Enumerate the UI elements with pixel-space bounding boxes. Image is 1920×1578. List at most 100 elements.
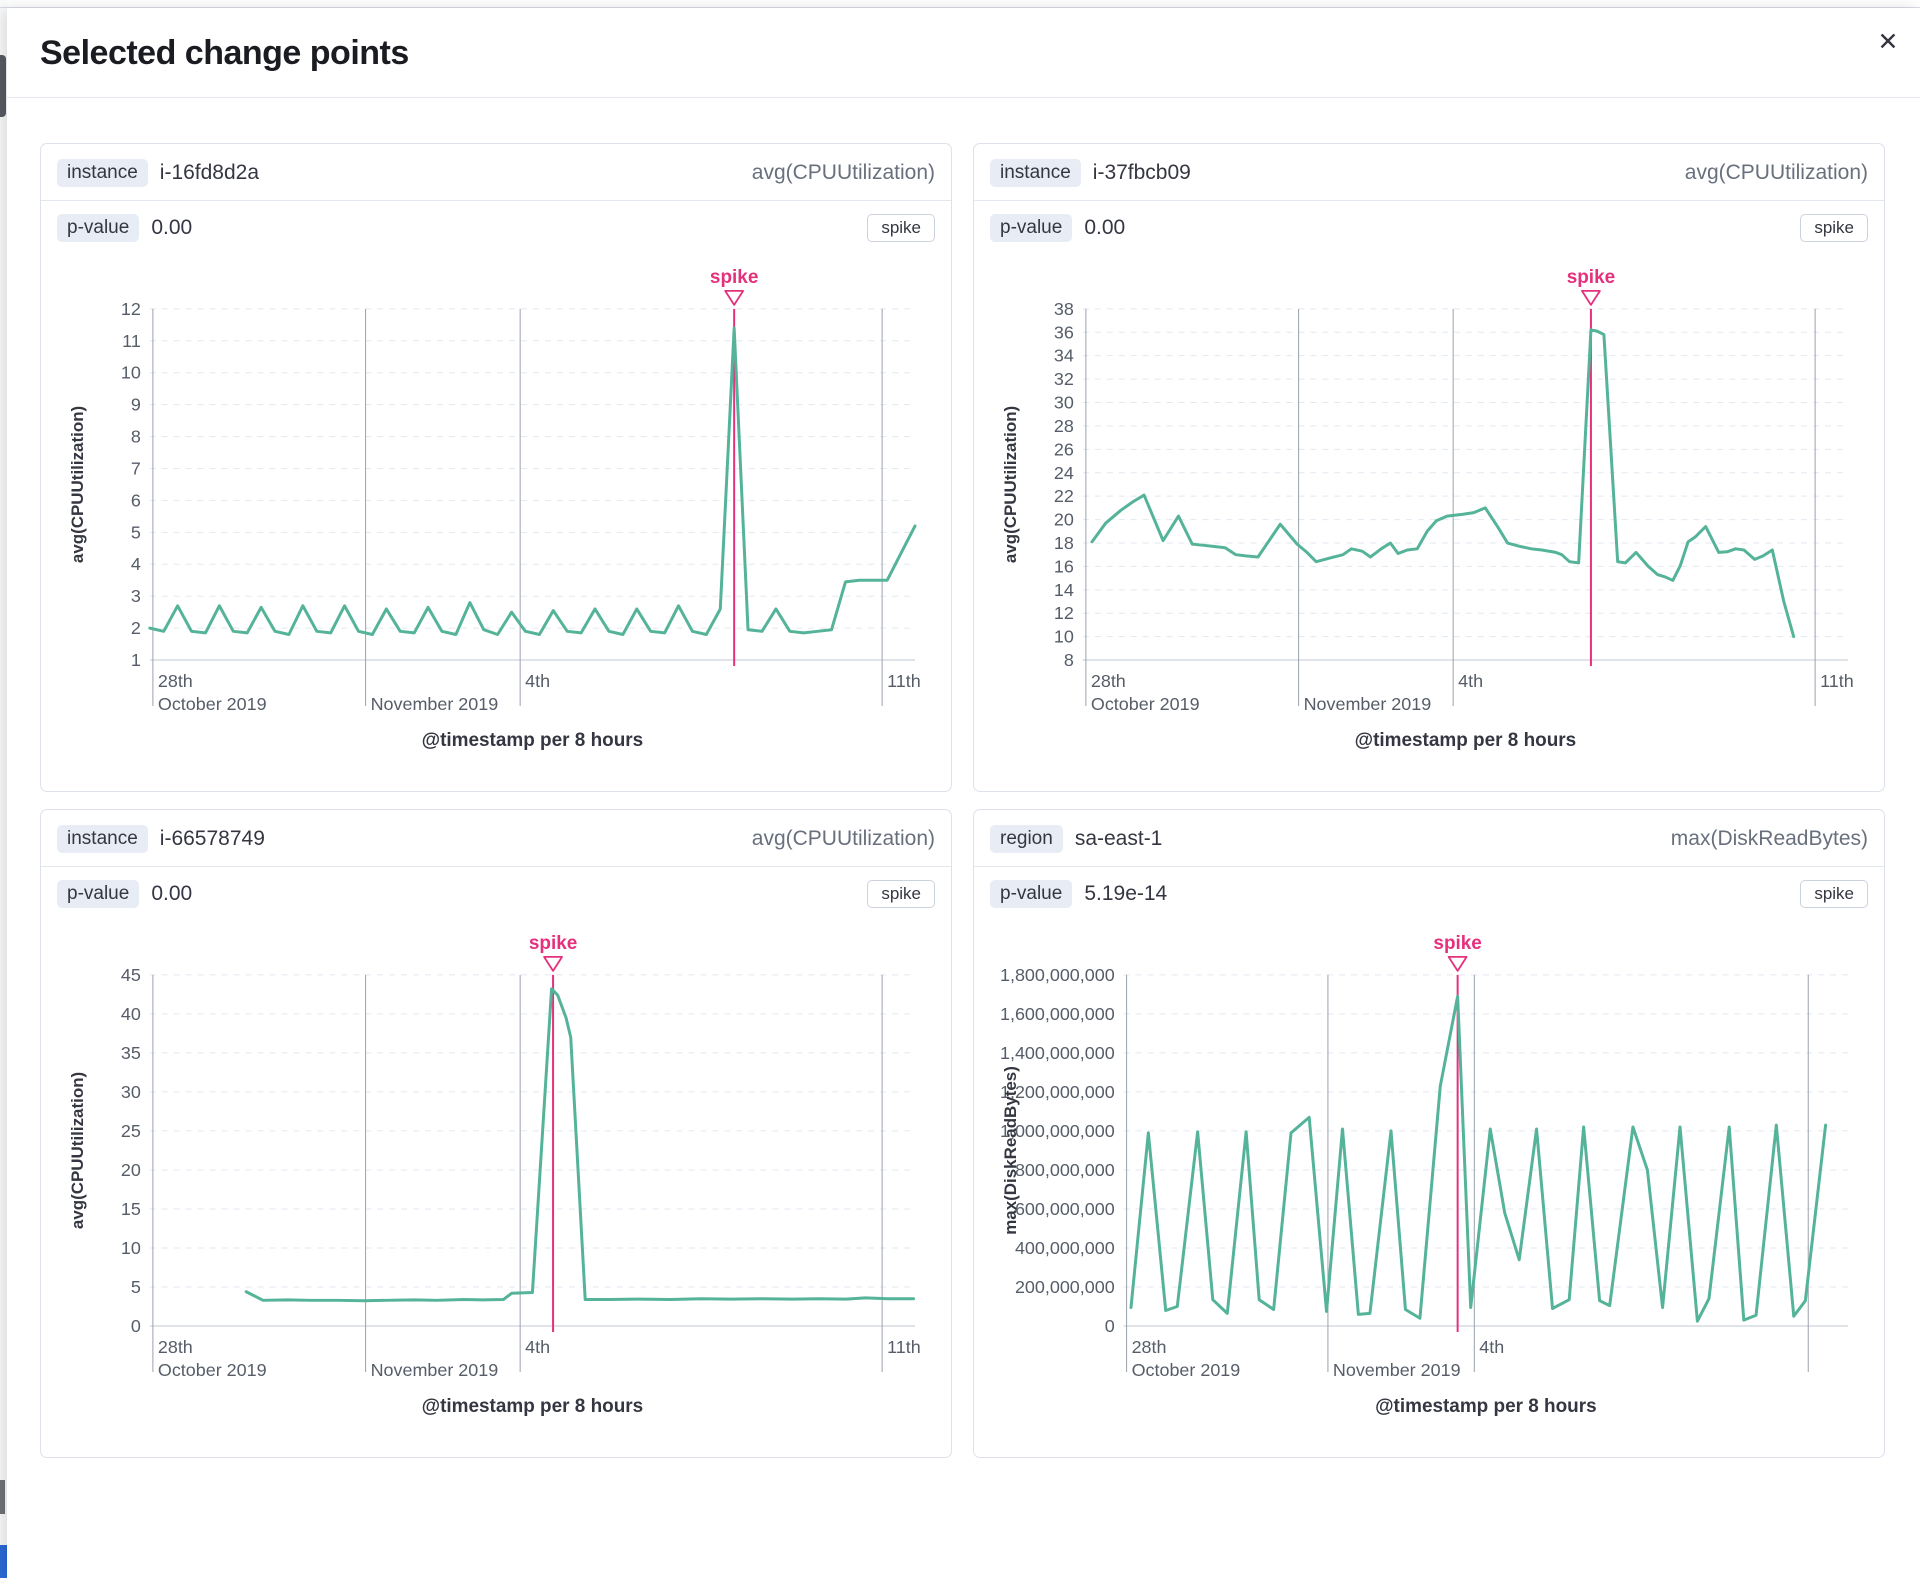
svg-text:4th: 4th [1479,1337,1504,1357]
svg-text:avg(CPUUtilization): avg(CPUUtilization) [68,1072,87,1229]
svg-text:12: 12 [121,299,141,319]
svg-text:26: 26 [1054,439,1074,459]
p-value: 5.19e-14 [1084,882,1168,905]
change-points-grid: instance i-16fd8d2a avg(CPUUtilization) … [7,98,1920,1458]
svg-text:45: 45 [121,965,141,985]
metric-label: avg(CPUUtilization) [1684,161,1868,184]
svg-text:600,000,000: 600,000,000 [1015,1199,1115,1219]
svg-text:November 2019: November 2019 [371,694,499,714]
svg-text:1,800,000,000: 1,800,000,000 [1000,965,1115,985]
svg-text:10: 10 [1054,627,1074,647]
svg-text:28th: 28th [1132,1337,1167,1357]
svg-text:30: 30 [121,1082,141,1102]
change-points-flyout: ✕ Selected change points instance i-16fd… [7,8,1920,1578]
svg-text:11th: 11th [887,671,921,691]
underlay-segment [0,55,6,117]
svg-text:10: 10 [121,363,141,383]
svg-text:0: 0 [131,1316,141,1336]
svg-text:4th: 4th [1458,671,1483,691]
svg-text:@timestamp per 8 hours: @timestamp per 8 hours [1355,730,1577,751]
svg-text:20: 20 [1054,510,1074,530]
field-name-badge: instance [57,159,148,187]
change-point-chart[interactable]: 1 2 3 4 5 6 7 8 9 10 11 12 28th October 2019 November … [41,245,951,766]
svg-text:November 2019: November 2019 [1333,1360,1461,1380]
svg-text:November 2019: November 2019 [1304,694,1432,714]
svg-text:34: 34 [1054,346,1074,366]
svg-text:1,400,000,000: 1,400,000,000 [1000,1043,1115,1063]
svg-text:3: 3 [131,586,141,606]
svg-text:1,000,000,000: 1,000,000,000 [1000,1121,1115,1141]
svg-text:8: 8 [1064,650,1074,670]
field-name-badge: instance [990,159,1081,187]
change-point-card: instance i-37fbcb09 avg(CPUUtilization) … [973,143,1885,792]
svg-text:12: 12 [1054,603,1074,623]
svg-text:October 2019: October 2019 [1091,694,1200,714]
svg-text:7: 7 [131,458,141,478]
p-value-row: p-value 0.00 spike [41,201,951,245]
svg-text:0: 0 [1105,1316,1115,1336]
flyout-header: Selected change points [7,8,1920,98]
svg-text:400,000,000: 400,000,000 [1015,1238,1115,1258]
svg-text:avg(CPUUtilization): avg(CPUUtilization) [1001,406,1020,563]
svg-text:@timestamp per 8 hours: @timestamp per 8 hours [422,730,644,751]
card-header: instance i-37fbcb09 avg(CPUUtilization) [974,144,1884,201]
p-value: 0.00 [151,882,193,905]
card-header: instance i-16fd8d2a avg(CPUUtilization) [41,144,951,201]
p-value: 0.00 [151,216,193,239]
svg-text:1: 1 [131,650,141,670]
svg-text:October 2019: October 2019 [158,694,267,714]
change-point-chart[interactable]: 0 5 10 15 20 25 30 35 40 45 28th October 2019 Novemb… [41,911,951,1432]
svg-text:October 2019: October 2019 [1132,1360,1241,1380]
change-type-badge: spike [1800,880,1868,908]
close-icon[interactable]: ✕ [1870,24,1906,60]
svg-text:28th: 28th [158,1337,193,1357]
p-value-badge: p-value [990,880,1073,908]
underlay-segment [0,1480,5,1514]
change-point-card: instance i-66578749 avg(CPUUtilization) … [40,809,952,1458]
svg-text:4th: 4th [525,671,550,691]
svg-text:8: 8 [131,427,141,447]
metric-label: avg(CPUUtilization) [751,827,935,850]
svg-text:25: 25 [121,1121,141,1141]
svg-text:14: 14 [1054,580,1074,600]
svg-text:28: 28 [1054,416,1074,436]
svg-text:4th: 4th [525,1337,550,1357]
p-value-row: p-value 0.00 spike [41,867,951,911]
card-header: region sa-east-1 max(DiskReadBytes) [974,810,1884,867]
change-point-chart[interactable]: 0 200,000,000 400,000,000 600,000,000 800,00… [974,911,1884,1432]
svg-text:15: 15 [121,1199,141,1219]
svg-text:28th: 28th [158,671,193,691]
svg-text:38: 38 [1054,299,1074,319]
card-header: instance i-66578749 avg(CPUUtilization) [41,810,951,867]
svg-text:30: 30 [1054,393,1074,413]
change-type-badge: spike [867,880,935,908]
change-point-card: instance i-16fd8d2a avg(CPUUtilization) … [40,143,952,792]
svg-text:max(DiskReadBytes): max(DiskReadBytes) [1001,1066,1020,1235]
p-value-row: p-value 0.00 spike [974,201,1884,245]
svg-text:6: 6 [131,490,141,510]
svg-text:18: 18 [1054,533,1074,553]
underlay-segment [0,1545,9,1578]
change-point-card: region sa-east-1 max(DiskReadBytes) p-va… [973,809,1885,1458]
top-border-line [0,7,1920,8]
svg-text:10: 10 [121,1238,141,1258]
change-type-badge: spike [867,214,935,242]
svg-text:5: 5 [131,522,141,542]
svg-text:@timestamp per 8 hours: @timestamp per 8 hours [1375,1396,1597,1417]
field-value: i-16fd8d2a [159,161,260,184]
field-name-badge: instance [57,825,148,853]
svg-text:9: 9 [131,395,141,415]
svg-text:October 2019: October 2019 [158,1360,267,1380]
svg-text:11th: 11th [887,1337,921,1357]
svg-text:1,600,000,000: 1,600,000,000 [1000,1004,1115,1024]
svg-text:spike: spike [1433,933,1481,954]
svg-text:@timestamp per 8 hours: @timestamp per 8 hours [422,1396,644,1417]
metric-label: avg(CPUUtilization) [751,161,935,184]
svg-text:36: 36 [1054,322,1074,342]
svg-text:20: 20 [121,1160,141,1180]
field-name-badge: region [990,825,1063,853]
field-value: i-37fbcb09 [1092,161,1191,184]
p-value-badge: p-value [57,880,140,908]
svg-text:2: 2 [131,618,141,638]
change-point-chart[interactable]: 8 10 12 14 16 18 20 22 24 26 28 30 32 34 36 38 28th Octob… [974,245,1884,766]
